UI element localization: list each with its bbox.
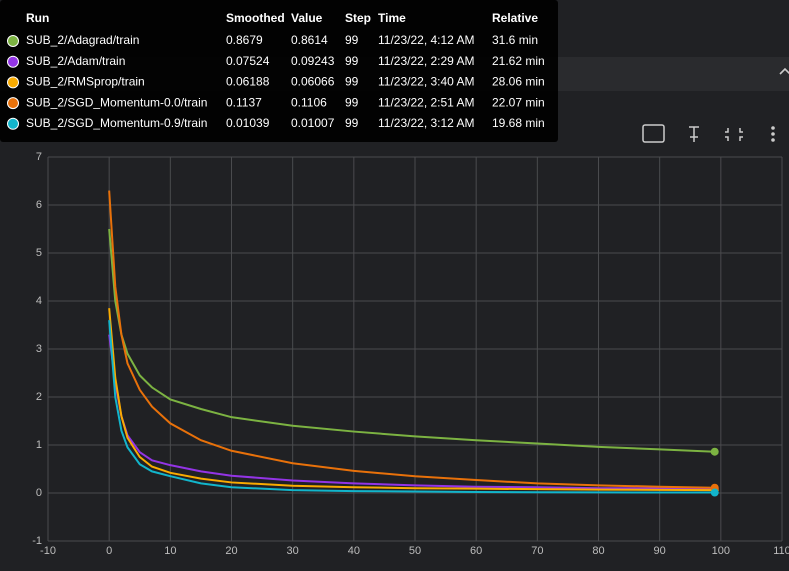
y-tick-label: 0 xyxy=(36,487,42,499)
x-tick-label: 110 xyxy=(773,545,789,557)
tooltip-header: Time xyxy=(378,11,406,25)
x-tick-label: 100 xyxy=(712,545,730,557)
x-tick-label: 80 xyxy=(592,545,604,557)
x-tick-label: 90 xyxy=(654,545,666,557)
tooltip-cell: 0.1106 xyxy=(291,95,327,109)
end-point xyxy=(710,447,719,456)
tooltip-cell: 11/23/22, 4:12 AM xyxy=(378,33,475,47)
tooltip-cell: 0.09243 xyxy=(291,54,335,68)
tooltip-cell: 0.8614 xyxy=(291,33,328,47)
tooltip-cell: 28.06 min xyxy=(492,75,545,89)
tooltip-header: Step xyxy=(345,11,371,25)
tooltip-cell: 0.06188 xyxy=(226,75,270,89)
tooltip-cell: 99 xyxy=(345,33,359,47)
tooltip-cell: 0.06066 xyxy=(291,75,335,89)
x-tick-label: 20 xyxy=(225,545,237,557)
y-tick-label: 1 xyxy=(36,439,42,451)
tooltip-cell: 0.8679 xyxy=(226,33,263,47)
tooltip-cell: 0.07524 xyxy=(226,54,270,68)
legend-swatch xyxy=(7,117,19,130)
y-tick-label: 6 xyxy=(36,199,42,211)
x-tick-label: 60 xyxy=(470,545,482,557)
y-tick-label: 3 xyxy=(36,343,42,355)
tooltip-cell: 99 xyxy=(345,75,359,89)
tooltip-header: Value xyxy=(291,11,323,25)
legend-swatch xyxy=(7,55,19,68)
tooltip-cell: 31.6 min xyxy=(492,33,538,47)
pin-icon[interactable] xyxy=(689,126,699,142)
x-tick-label: -10 xyxy=(40,545,56,557)
tooltip-header: Relative xyxy=(492,11,538,25)
series-line xyxy=(108,228,715,453)
tooltip-cell: 99 xyxy=(345,54,359,68)
x-tick-label: 10 xyxy=(164,545,176,557)
y-tick-label: 5 xyxy=(36,247,42,259)
y-tick-label: -1 xyxy=(32,535,42,547)
tooltip-header: Smoothed xyxy=(226,11,285,25)
more-icon[interactable] xyxy=(771,126,775,142)
tooltip-cell: 0.01007 xyxy=(291,116,335,130)
fit-domain-icon[interactable] xyxy=(642,124,665,143)
legend-label: SUB_2/Adam/train xyxy=(26,54,125,68)
legend-swatch xyxy=(7,76,19,89)
tooltip-cell: 19.68 min xyxy=(492,116,545,130)
tooltip-header: Run xyxy=(26,11,49,25)
tooltip-cell: 0.01039 xyxy=(226,116,270,130)
y-tick-label: 7 xyxy=(36,151,42,163)
y-tick-label: 4 xyxy=(36,295,42,307)
end-point xyxy=(710,488,719,497)
tooltip-cell: 11/23/22, 2:29 AM xyxy=(378,54,475,68)
legend-label: SUB_2/SGD_Momentum-0.9/train xyxy=(26,116,207,130)
x-tick-label: 50 xyxy=(409,545,421,557)
y-tick-label: 2 xyxy=(36,391,42,403)
tooltip-cell: 99 xyxy=(345,95,359,109)
tooltip-box xyxy=(0,0,558,142)
x-tick-label: 40 xyxy=(348,545,360,557)
fullscreen-icon[interactable] xyxy=(725,128,743,141)
tooltip-cell: 22.07 min xyxy=(492,95,545,109)
x-tick-label: 0 xyxy=(106,545,112,557)
series-line xyxy=(108,320,715,494)
tooltip-cell: 11/23/22, 3:40 AM xyxy=(378,75,475,89)
series-line xyxy=(108,308,715,492)
x-tick-label: 70 xyxy=(531,545,543,557)
tooltip-cell: 11/23/22, 3:12 AM xyxy=(378,116,475,130)
series-line xyxy=(108,190,715,489)
x-tick-label: 30 xyxy=(287,545,299,557)
legend-swatch xyxy=(7,97,19,110)
tooltip-cell: 11/23/22, 2:51 AM xyxy=(378,95,475,109)
collapse-chevron[interactable] xyxy=(779,67,789,75)
tooltip-cell: 99 xyxy=(345,116,359,130)
legend-label: SUB_2/SGD_Momentum-0.0/train xyxy=(26,95,207,109)
legend-swatch xyxy=(7,35,19,47)
legend-label: SUB_2/Adagrad/train xyxy=(26,33,139,47)
tooltip-cell: 0.1137 xyxy=(226,95,262,109)
tooltip-cell: 21.62 min xyxy=(492,54,545,68)
legend-label: SUB_2/RMSprop/train xyxy=(26,75,145,89)
